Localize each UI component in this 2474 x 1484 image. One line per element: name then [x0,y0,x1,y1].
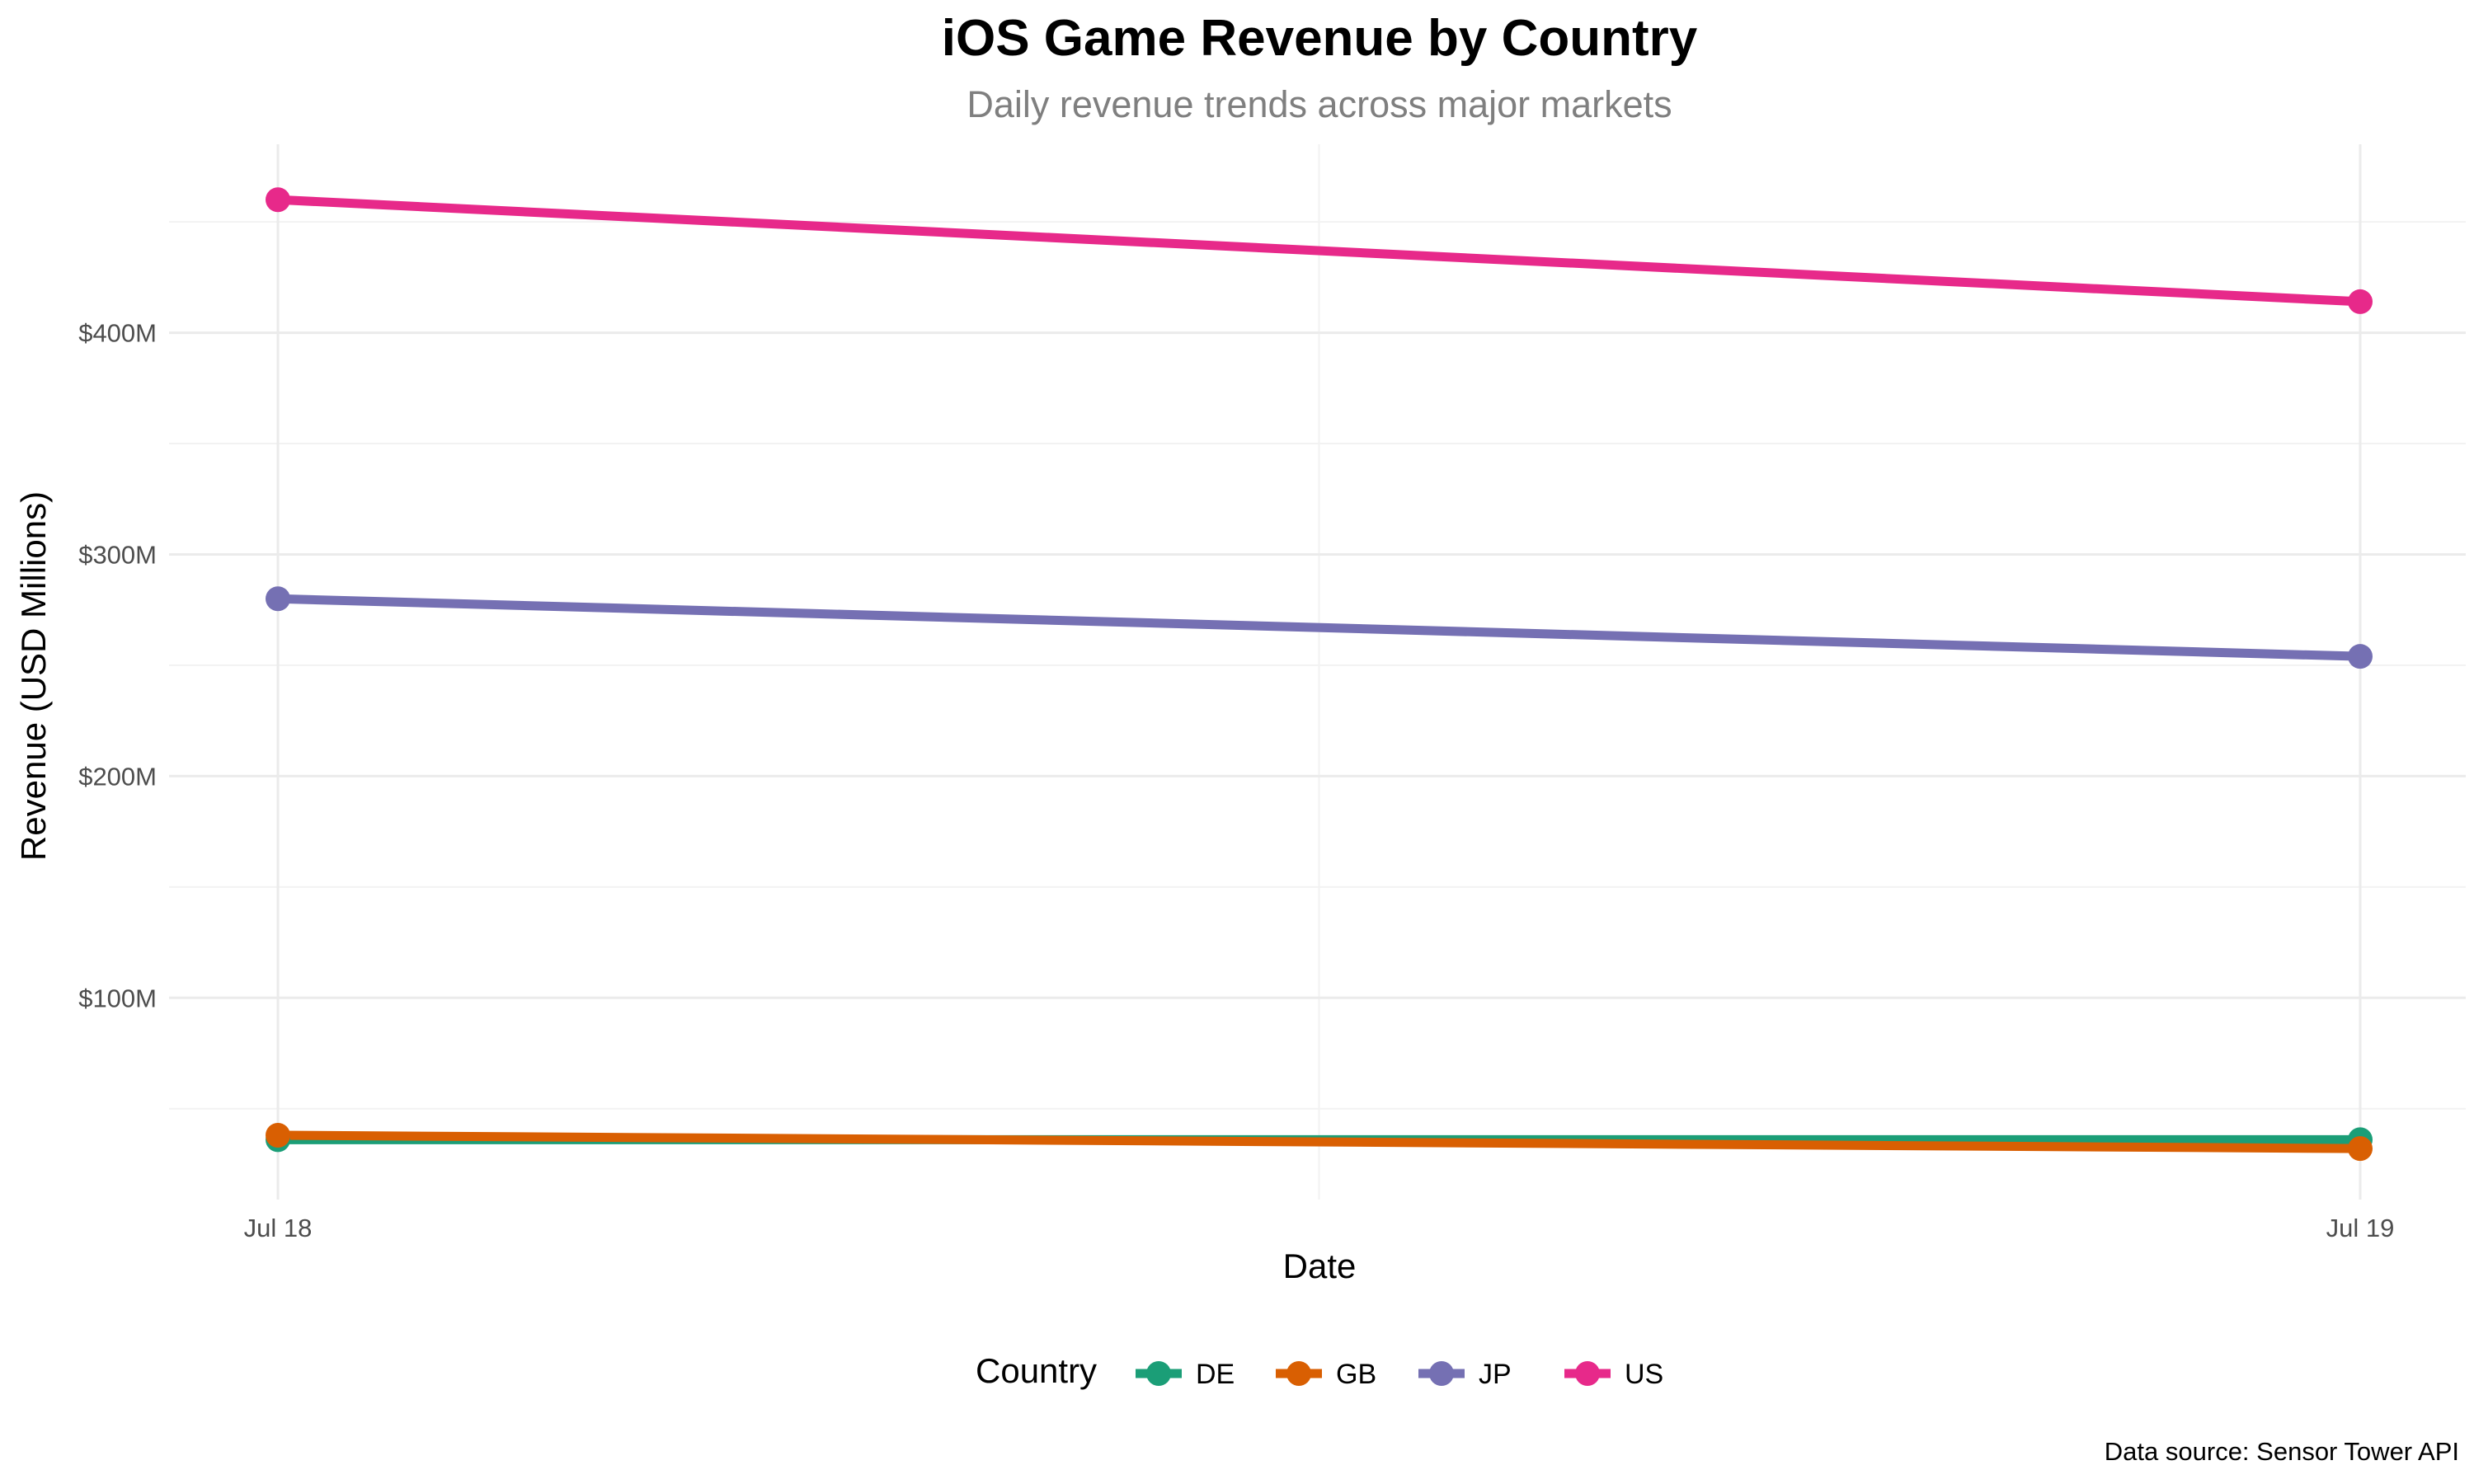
series-line-us [277,195,2361,307]
legend-label-de: DE [1196,1359,1235,1390]
series-lines [277,195,2361,1153]
chart-caption: Data source: Sensor Tower API [2105,1437,2459,1466]
data-point-gb [266,1123,290,1148]
legend-label-gb: GB [1336,1359,1376,1390]
grid [169,144,2466,1200]
chart-subtitle: Daily revenue trends across major market… [967,83,1672,125]
legend: Country DE GB JP US [976,1351,1663,1390]
series-line-gb [277,1130,2361,1153]
data-point-jp [2348,644,2373,669]
x-axis-ticks: Jul 18 Jul 19 [244,1214,2395,1242]
y-tick-label: $100M [78,984,157,1012]
chart-title: iOS Game Revenue by Country [942,10,1698,67]
data-point-us [2348,289,2373,314]
legend-key-point-us [1575,1361,1600,1386]
data-point-jp [266,586,290,612]
series-line-jp [277,594,2361,661]
x-tick-label: Jul 18 [244,1214,313,1242]
legend-label-us: US [1625,1359,1663,1390]
data-point-gb [2348,1136,2373,1162]
legend-label-jp: JP [1479,1359,1512,1390]
legend-item-us: US [1564,1359,1663,1390]
legend-item-jp: JP [1418,1359,1512,1390]
legend-key-point-de [1146,1361,1171,1386]
legend-item-de: DE [1136,1359,1235,1390]
y-tick-label: $300M [78,540,157,569]
x-axis-title: Date [1283,1247,1357,1285]
y-axis-title: Revenue (USD Millions) [14,491,53,861]
y-axis-ticks: $100M $200M $300M $400M [78,319,157,1013]
legend-items: DE GB JP US [1136,1359,1663,1390]
legend-title: Country [976,1351,1097,1390]
data-point-us [266,187,290,213]
y-tick-label: $400M [78,319,157,348]
x-tick-label: Jul 19 [2326,1214,2395,1242]
legend-key-point-gb [1286,1361,1311,1386]
y-tick-label: $200M [78,762,157,791]
legend-item-gb: GB [1276,1359,1376,1390]
series-points [266,187,2373,1162]
legend-key-point-jp [1429,1361,1454,1386]
